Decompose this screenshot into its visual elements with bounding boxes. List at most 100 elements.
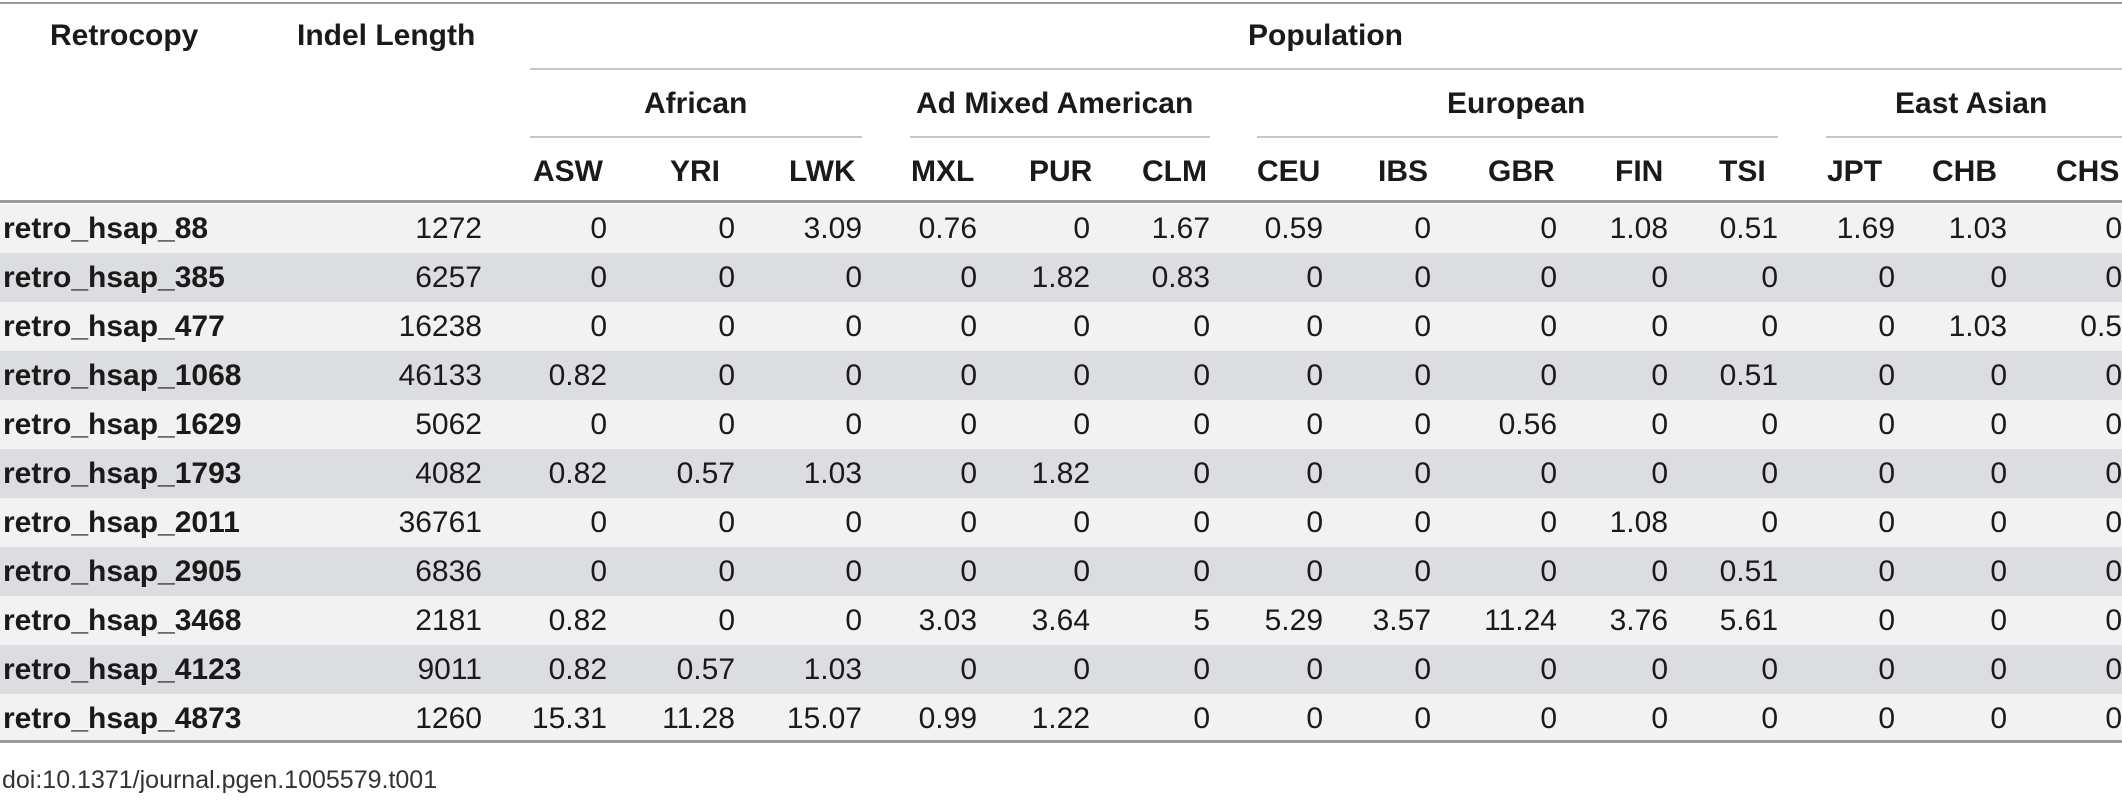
- frequency-cell: 0: [718, 506, 735, 539]
- east-asian-rule: [1826, 136, 2122, 138]
- frequency-cell: 0: [2105, 653, 2122, 686]
- frequency-cell: 0: [1878, 457, 1895, 490]
- frequency-cell: 0.51: [1719, 555, 1778, 588]
- frequency-cell: 0: [718, 261, 735, 294]
- header-asw: ASW: [533, 155, 603, 188]
- frequency-cell: 0: [1651, 408, 1668, 441]
- frequency-cell: 0: [1761, 310, 1778, 343]
- frequency-cell: 0: [1306, 653, 1323, 686]
- frequency-cell: 5.61: [1719, 604, 1778, 637]
- frequency-cell: 0: [1651, 653, 1668, 686]
- frequency-cell: 0: [1306, 408, 1323, 441]
- frequency-cell: 0: [1878, 261, 1895, 294]
- admixed-rule: [910, 136, 1210, 138]
- frequency-cell: 0: [1651, 457, 1668, 490]
- frequency-cell: 15.31: [531, 702, 607, 735]
- retrocopy-name-cell: retro_hsap_2905: [3, 555, 242, 588]
- frequency-cell: 1.08: [1609, 506, 1668, 539]
- frequency-cell: 0: [845, 261, 862, 294]
- header-population: Population: [1248, 19, 1403, 52]
- frequency-cell: 0: [1414, 702, 1431, 735]
- frequency-cell: 0: [1414, 457, 1431, 490]
- frequency-cell: 0: [1306, 702, 1323, 735]
- frequency-cell: 0: [1651, 310, 1668, 343]
- frequency-cell: 0: [1540, 261, 1557, 294]
- frequency-cell: 0: [1414, 359, 1431, 392]
- frequency-cell: 0: [1306, 359, 1323, 392]
- frequency-cell: 0: [1414, 212, 1431, 245]
- frequency-cell: 0: [2105, 261, 2122, 294]
- frequency-cell: 0: [1306, 310, 1323, 343]
- header-gbr: GBR: [1488, 155, 1555, 188]
- indel-length-cell: 6257: [415, 261, 482, 294]
- frequency-cell: 0: [1878, 359, 1895, 392]
- table-row: retro_hsap_88 1272 0 0 3.09 0.76 0 1.67 0.59 0 0 1.…: [0, 204, 2122, 253]
- frequency-cell: 0.82: [548, 359, 607, 392]
- frequency-cell: 0: [1761, 457, 1778, 490]
- population-rule: [530, 68, 2122, 70]
- frequency-cell: 0: [1540, 457, 1557, 490]
- header-pur: PUR: [1029, 155, 1093, 188]
- frequency-cell: 0: [845, 408, 862, 441]
- frequency-cell: 0: [1761, 702, 1778, 735]
- frequency-cell: 0: [1651, 359, 1668, 392]
- retrocopy-name-cell: retro_hsap_1793: [3, 457, 242, 490]
- frequency-cell: 1.03: [803, 653, 862, 686]
- frequency-cell: 0: [1651, 702, 1668, 735]
- frequency-cell: 0: [1761, 506, 1778, 539]
- frequency-cell: 3.64: [1031, 604, 1090, 637]
- frequency-cell: 0: [1651, 555, 1668, 588]
- header-clm: CLM: [1142, 155, 1207, 188]
- indel-length-cell: 9011: [417, 653, 482, 686]
- frequency-cell: 0: [718, 359, 735, 392]
- frequency-cell: 0: [718, 212, 735, 245]
- frequency-cell: 0: [1414, 653, 1431, 686]
- frequency-cell: 0: [2105, 702, 2122, 735]
- frequency-cell: 0: [2105, 457, 2122, 490]
- frequency-cell: 0.82: [548, 604, 607, 637]
- frequency-cell: 1.69: [1836, 212, 1895, 245]
- frequency-cell: 0: [845, 359, 862, 392]
- indel-length-cell: 46133: [398, 359, 482, 392]
- frequency-cell: 0: [1540, 702, 1557, 735]
- header-ad-mixed-american: Ad Mixed American: [916, 87, 1194, 120]
- frequency-cell: 0: [1878, 555, 1895, 588]
- header-retrocopy: Retrocopy: [50, 19, 199, 52]
- frequency-cell: 5.29: [1264, 604, 1323, 637]
- indel-length-cell: 16238: [398, 310, 482, 343]
- frequency-cell: 0: [1306, 555, 1323, 588]
- frequency-cell: 0: [1414, 310, 1431, 343]
- frequency-cell: 0: [845, 555, 862, 588]
- frequency-cell: 3.76: [1609, 604, 1668, 637]
- frequency-cell: 0: [590, 555, 607, 588]
- frequency-cell: 0: [960, 506, 977, 539]
- frequency-cell: 0: [1073, 653, 1090, 686]
- header-fin: FIN: [1615, 155, 1664, 188]
- retrocopy-name-cell: retro_hsap_3468: [3, 604, 242, 637]
- frequency-cell: 0: [590, 212, 607, 245]
- doi-footnote: doi:10.1371/journal.pgen.1005579.t001: [2, 766, 438, 794]
- header-jpt: JPT: [1827, 155, 1883, 188]
- frequency-cell: 0: [1073, 212, 1090, 245]
- frequency-cell: 0: [2105, 604, 2122, 637]
- frequency-cell: 0: [590, 310, 607, 343]
- frequency-cell: 0: [960, 457, 977, 490]
- table-row: retro_hsap_4873 1260 15.31 11.28 15.07 0.99 1.…: [0, 694, 2122, 743]
- frequency-cell: 0: [1990, 408, 2007, 441]
- frequency-cell: 0: [1193, 653, 1210, 686]
- retrocopy-name-cell: retro_hsap_88: [3, 212, 209, 245]
- frequency-cell: 0: [718, 555, 735, 588]
- frequency-cell: 0.76: [918, 212, 977, 245]
- table-row: retro_hsap_1793 4082 0.82 0.57 1.03 0 1.82 0 0 0 0…: [0, 449, 2122, 498]
- frequency-cell: 0: [1306, 457, 1323, 490]
- frequency-cell: 0: [1073, 506, 1090, 539]
- frequency-cell: 0: [718, 604, 735, 637]
- indel-length-cell: 2181: [415, 604, 482, 637]
- frequency-cell: 15.07: [786, 702, 862, 735]
- table-row: retro_hsap_1629 5062 0 0 0 0 0 0 0 0 0.56 0 0 0 0 0: [0, 400, 2122, 449]
- frequency-cell: 0: [1761, 653, 1778, 686]
- header-bottom-rule: [0, 200, 2122, 203]
- frequency-cell: 0.83: [1151, 261, 1210, 294]
- header-chs: CHS: [2056, 155, 2120, 188]
- frequency-cell: 0: [1073, 359, 1090, 392]
